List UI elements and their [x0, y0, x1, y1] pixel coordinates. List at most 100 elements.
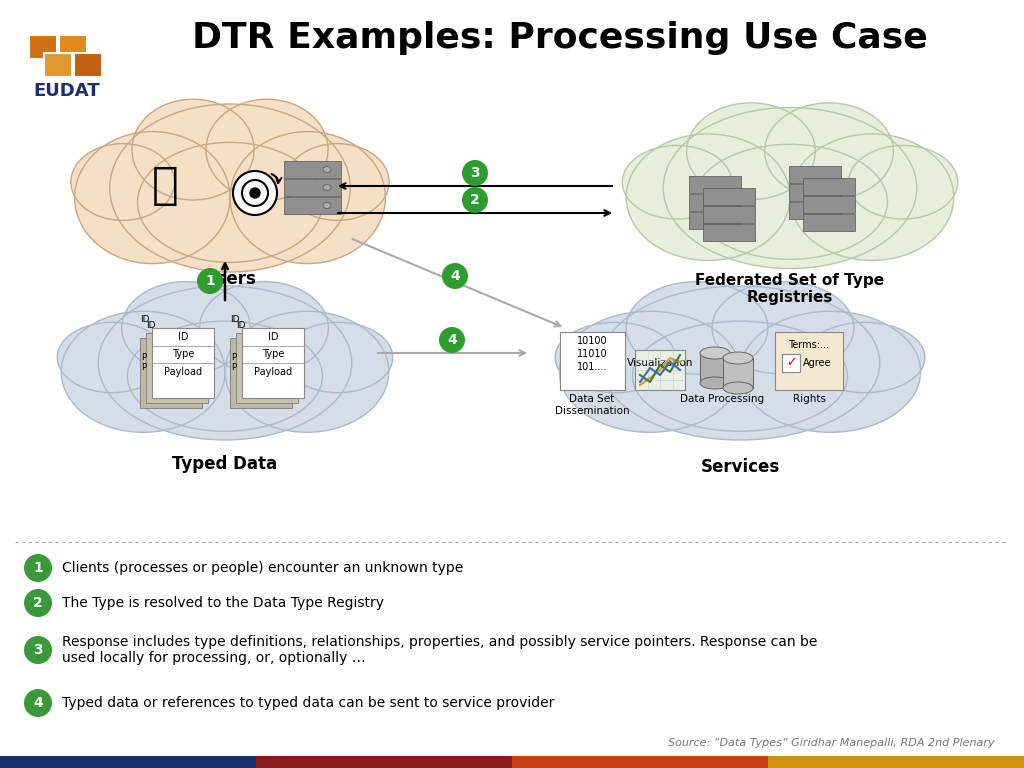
Ellipse shape [230, 131, 385, 263]
FancyBboxPatch shape [230, 338, 292, 408]
Text: P: P [231, 363, 237, 372]
FancyBboxPatch shape [689, 194, 741, 211]
Circle shape [242, 180, 268, 206]
FancyBboxPatch shape [775, 332, 843, 390]
Circle shape [24, 689, 52, 717]
Ellipse shape [323, 184, 331, 190]
Ellipse shape [765, 103, 893, 200]
Ellipse shape [206, 99, 328, 200]
Ellipse shape [71, 144, 174, 220]
FancyBboxPatch shape [703, 224, 755, 241]
Ellipse shape [692, 144, 888, 260]
FancyBboxPatch shape [689, 176, 741, 193]
FancyBboxPatch shape [782, 354, 800, 372]
Ellipse shape [132, 99, 254, 200]
Text: Typed data or references to typed data can be sent to service provider: Typed data or references to typed data c… [62, 696, 554, 710]
Ellipse shape [687, 103, 815, 200]
Text: Source: “Data Types” Giridhar Manepalli, RDA 2nd Plenary: Source: “Data Types” Giridhar Manepalli,… [669, 738, 995, 748]
FancyBboxPatch shape [242, 328, 304, 398]
Ellipse shape [128, 321, 323, 431]
Ellipse shape [137, 142, 323, 263]
Text: 10100
11010
101....: 10100 11010 101.... [577, 336, 607, 372]
Circle shape [462, 187, 488, 213]
FancyBboxPatch shape [635, 350, 685, 390]
Text: ✓: ✓ [785, 356, 797, 369]
FancyBboxPatch shape [59, 35, 87, 59]
Text: P: P [141, 363, 146, 372]
Ellipse shape [61, 311, 225, 432]
FancyBboxPatch shape [803, 214, 855, 231]
Ellipse shape [700, 347, 730, 359]
Text: 1: 1 [205, 274, 215, 288]
Text: Clients (processes or people) encounter an unknown type: Clients (processes or people) encounter … [62, 561, 463, 575]
FancyBboxPatch shape [689, 212, 741, 229]
Ellipse shape [75, 131, 230, 263]
Text: Agree: Agree [803, 358, 831, 368]
Text: EUDAT: EUDAT [34, 82, 100, 100]
Ellipse shape [284, 323, 392, 392]
Text: Users: Users [204, 270, 256, 288]
Ellipse shape [559, 311, 740, 432]
Text: Terms:...: Terms:... [788, 340, 829, 350]
Text: Payload: Payload [164, 367, 202, 377]
Text: Type: Type [172, 349, 195, 359]
FancyBboxPatch shape [152, 328, 214, 398]
Text: 4: 4 [451, 269, 460, 283]
FancyBboxPatch shape [74, 53, 102, 77]
Circle shape [197, 268, 223, 294]
Ellipse shape [740, 311, 921, 432]
Text: 4: 4 [447, 333, 457, 347]
Ellipse shape [623, 145, 731, 219]
Ellipse shape [200, 282, 329, 374]
Ellipse shape [723, 382, 753, 394]
Text: 1: 1 [33, 561, 43, 575]
Text: ID: ID [267, 332, 279, 342]
FancyBboxPatch shape [146, 333, 208, 403]
Ellipse shape [98, 286, 352, 440]
Ellipse shape [723, 352, 753, 364]
Circle shape [24, 636, 52, 664]
Ellipse shape [225, 311, 389, 432]
Circle shape [442, 263, 468, 289]
FancyBboxPatch shape [790, 166, 841, 183]
FancyBboxPatch shape [152, 328, 214, 398]
Text: ID: ID [178, 332, 188, 342]
Text: Visualization: Visualization [627, 358, 693, 368]
FancyBboxPatch shape [284, 179, 341, 196]
Circle shape [233, 171, 278, 215]
Ellipse shape [627, 134, 790, 260]
FancyBboxPatch shape [768, 756, 1024, 768]
FancyBboxPatch shape [284, 161, 341, 178]
Text: Rights: Rights [793, 394, 825, 404]
Ellipse shape [712, 282, 854, 374]
Text: DTR Examples: Processing Use Case: DTR Examples: Processing Use Case [193, 21, 928, 55]
Ellipse shape [110, 104, 350, 272]
FancyBboxPatch shape [803, 196, 855, 213]
Text: 2: 2 [470, 193, 480, 207]
Circle shape [439, 327, 465, 353]
Text: Response includes type definitions, relationships, properties, and possibly serv: Response includes type definitions, rela… [62, 635, 817, 665]
Text: 2: 2 [33, 596, 43, 610]
Text: ID: ID [146, 322, 156, 330]
Ellipse shape [323, 167, 331, 173]
Ellipse shape [555, 323, 676, 392]
Circle shape [24, 589, 52, 617]
Text: 3: 3 [470, 166, 480, 180]
FancyBboxPatch shape [242, 328, 304, 398]
Ellipse shape [57, 323, 167, 392]
Ellipse shape [323, 203, 331, 208]
FancyBboxPatch shape [803, 178, 855, 195]
Ellipse shape [122, 282, 250, 374]
Text: Data Processing: Data Processing [680, 394, 764, 404]
Text: Typed Data: Typed Data [172, 455, 278, 473]
FancyBboxPatch shape [723, 358, 753, 388]
Ellipse shape [849, 145, 957, 219]
Text: Services: Services [700, 458, 779, 476]
Ellipse shape [626, 282, 768, 374]
Ellipse shape [805, 323, 925, 392]
FancyBboxPatch shape [790, 184, 841, 201]
Text: ID: ID [236, 322, 246, 330]
FancyBboxPatch shape [703, 188, 755, 205]
Text: P: P [231, 353, 237, 362]
FancyBboxPatch shape [512, 756, 768, 768]
